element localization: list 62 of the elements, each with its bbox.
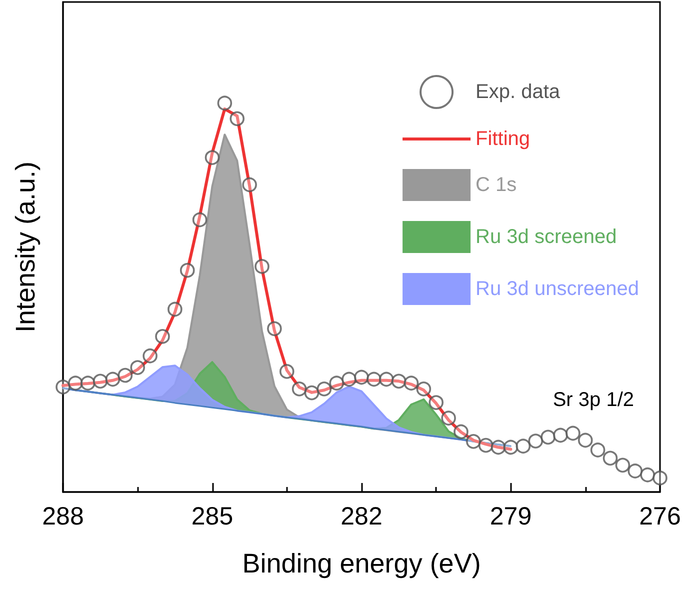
x-tick-label: 285 [191, 502, 234, 530]
point [242, 177, 257, 192]
point [566, 426, 580, 441]
point [590, 442, 606, 458]
point [118, 368, 133, 383]
x-tick-label: 276 [639, 502, 681, 530]
point [192, 212, 208, 228]
x-tick-label: 282 [340, 502, 382, 530]
point [516, 438, 531, 454]
point [416, 382, 432, 396]
point [267, 321, 282, 336]
point [204, 150, 220, 165]
point [316, 382, 332, 396]
point [142, 348, 158, 364]
point [366, 372, 382, 387]
point [329, 376, 344, 391]
point [130, 360, 146, 375]
point [230, 111, 245, 126]
point [454, 424, 468, 440]
y-axis-title: Intensity (a.u.) [10, 161, 40, 333]
point [342, 372, 356, 387]
annotation: Sr 3p 1/2 [552, 389, 634, 411]
point [540, 430, 556, 445]
point [168, 302, 182, 317]
point [92, 374, 108, 389]
point [292, 382, 307, 396]
point [217, 96, 232, 111]
point [490, 440, 506, 455]
point [628, 464, 643, 478]
point [428, 395, 444, 410]
point [528, 434, 544, 448]
point [553, 428, 568, 443]
point [640, 467, 655, 482]
point [56, 380, 70, 394]
legend-label: Fitting [476, 128, 530, 150]
point [602, 450, 618, 466]
point [354, 370, 369, 385]
legend-label: Ru 3d unscreened [476, 278, 640, 300]
point [478, 438, 494, 453]
point [279, 364, 294, 379]
point [254, 259, 270, 274]
point [441, 410, 456, 426]
point [503, 440, 518, 455]
point [404, 376, 419, 391]
x-axis-title: Binding energy (eV) [242, 548, 481, 578]
point [652, 470, 668, 486]
point [68, 376, 83, 391]
x-tick-label: 288 [42, 502, 84, 530]
point [180, 262, 195, 278]
point [578, 432, 593, 448]
point [304, 385, 320, 400]
point [80, 376, 96, 391]
legend-label: Ru 3d screened [476, 226, 617, 248]
point [105, 372, 120, 387]
x-tick-label: 279 [490, 502, 532, 530]
legend-label: C 1s [476, 174, 517, 196]
point [615, 458, 630, 473]
legend-label: Exp. data [476, 81, 561, 103]
point [466, 434, 481, 449]
point [378, 372, 394, 387]
point [391, 374, 406, 389]
point [155, 329, 170, 344]
